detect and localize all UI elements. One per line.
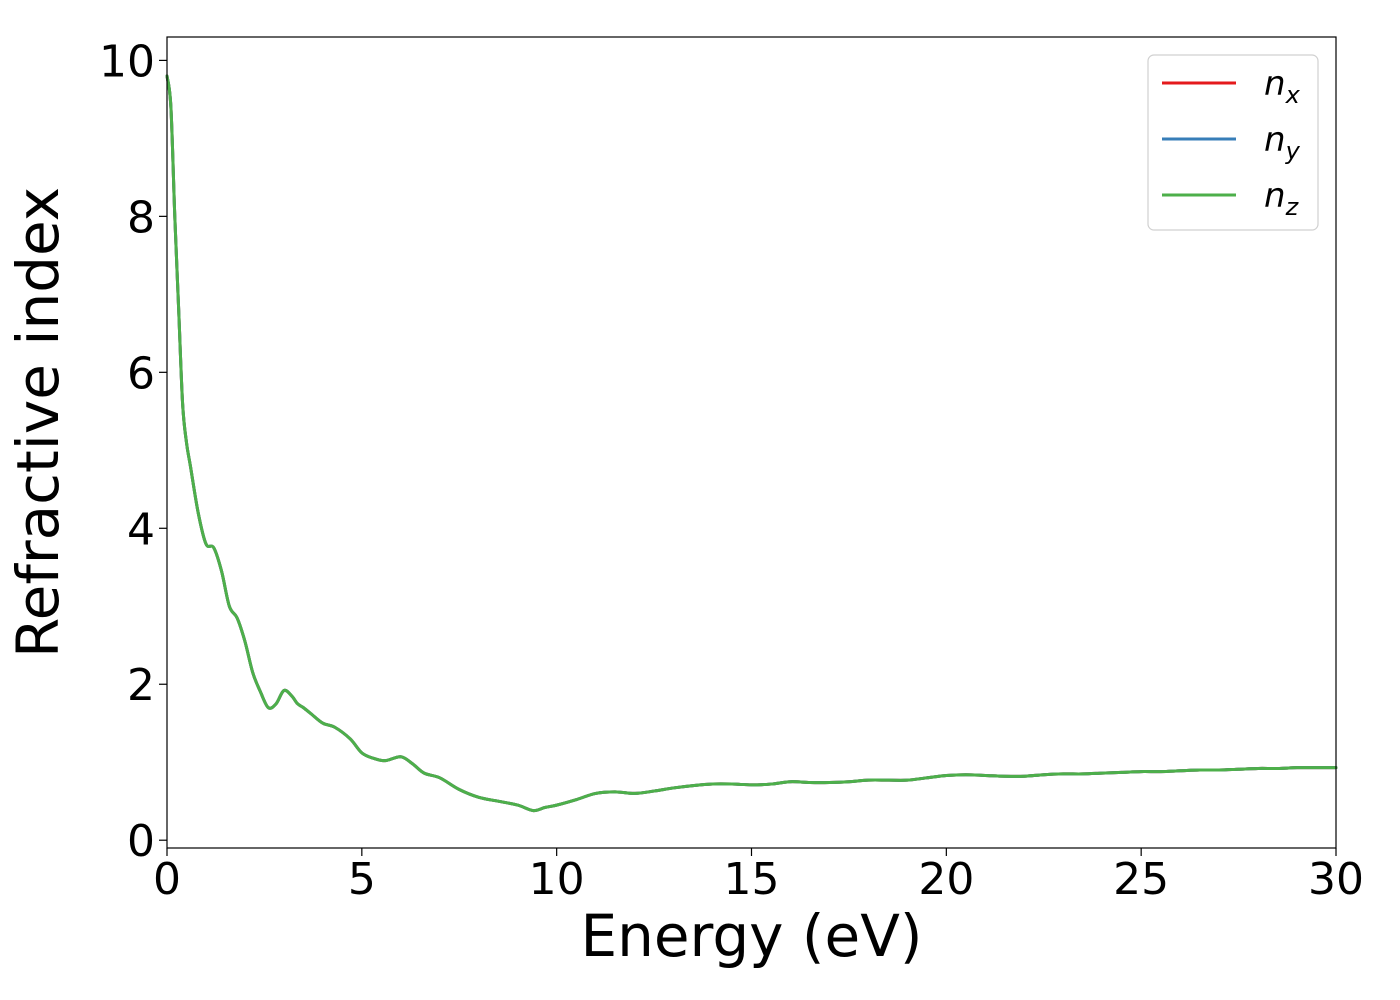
x-axis-label: Energy (eV) — [580, 902, 922, 970]
y-axis-label: Refractive index — [4, 187, 72, 658]
x-tick-label: 30 — [1308, 854, 1364, 905]
x-tick-label: 15 — [724, 854, 780, 905]
y-axis-ticks: 0 2 4 6 8 10 — [99, 36, 167, 867]
x-tick-label: 10 — [529, 854, 585, 905]
legend-box — [1147, 54, 1319, 231]
x-tick-label: 20 — [918, 854, 974, 905]
x-tick-label: 25 — [1113, 854, 1169, 905]
y-tick-label: 6 — [127, 348, 155, 399]
y-tick-label: 4 — [127, 504, 155, 555]
x-tick-label: 5 — [348, 854, 376, 905]
y-tick-label: 8 — [127, 192, 155, 243]
series-layer — [165, 74, 1338, 813]
legend-label-x: nx — [1264, 64, 1301, 109]
x-axis-ticks: 0 5 10 15 20 25 30 — [153, 848, 1364, 905]
y-tick-label: 0 — [127, 816, 155, 867]
legend-label-y: ny — [1264, 120, 1301, 165]
y-tick-label: 2 — [127, 660, 155, 711]
y-tick-label: 10 — [99, 36, 155, 87]
series-line-z — [165, 74, 1338, 813]
legend: nx ny nz — [1147, 54, 1319, 231]
x-tick-label: 0 — [153, 854, 181, 905]
legend-label-z: nz — [1264, 176, 1300, 221]
